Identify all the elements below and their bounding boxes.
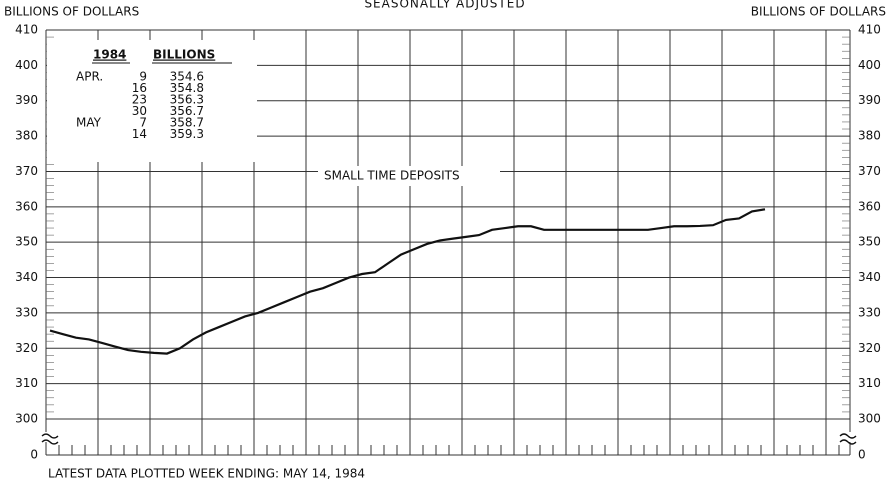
axis-break bbox=[839, 439, 857, 445]
axis-break bbox=[41, 433, 59, 439]
table-day: 7 bbox=[139, 116, 147, 130]
table-day: 16 bbox=[132, 81, 147, 95]
y2-tick-label: 400 bbox=[858, 58, 881, 72]
axis-break bbox=[41, 439, 59, 445]
y2-tick-label: 390 bbox=[858, 93, 881, 107]
y2-tick-label: 330 bbox=[858, 305, 881, 319]
y-tick-label: 300 bbox=[15, 412, 38, 426]
table-day: 23 bbox=[132, 93, 147, 107]
table-day: 14 bbox=[132, 127, 147, 141]
table-month: MAY bbox=[76, 116, 102, 130]
y-tick-label: 390 bbox=[15, 93, 38, 107]
table-day: 9 bbox=[139, 70, 147, 84]
axis-break bbox=[839, 433, 857, 439]
y-tick-label: 380 bbox=[15, 129, 38, 143]
y2-tick-label: 310 bbox=[858, 376, 881, 390]
y-tick-label: 320 bbox=[15, 341, 38, 355]
y-tick-label: 400 bbox=[15, 58, 38, 72]
table-month: APR. bbox=[76, 70, 103, 84]
table-value: 359.3 bbox=[170, 127, 204, 141]
y2-tick-label: 380 bbox=[858, 129, 881, 143]
axis-break-gap bbox=[42, 432, 58, 442]
table-header: BILLIONS bbox=[153, 48, 215, 62]
table-value: 354.8 bbox=[170, 81, 204, 95]
table-day: 30 bbox=[132, 104, 147, 118]
table-value: 356.7 bbox=[170, 104, 204, 118]
footnote: LATEST DATA PLOTTED WEEK ENDING: MAY 14,… bbox=[48, 467, 365, 481]
y-tick-label: 350 bbox=[15, 235, 38, 249]
annotation: SMALL TIME DEPOSITS bbox=[324, 169, 460, 183]
y-tick-label: 360 bbox=[15, 199, 38, 213]
table-value: 356.3 bbox=[170, 93, 204, 107]
y2-tick-label: 0 bbox=[858, 448, 866, 462]
y-tick-label: 410 bbox=[15, 23, 38, 37]
y2-tick-label: 300 bbox=[858, 412, 881, 426]
y2-tick-label: 410 bbox=[858, 23, 881, 37]
y-tick-label: 0 bbox=[30, 448, 38, 462]
data-line bbox=[49, 208, 766, 355]
table-background bbox=[47, 40, 257, 162]
y-tick-label: 370 bbox=[15, 164, 38, 178]
y2-tick-label: 370 bbox=[858, 164, 881, 178]
y2-tick-label: 320 bbox=[858, 341, 881, 355]
y-tick-label: 310 bbox=[15, 376, 38, 390]
y2-axis-label: BILLIONS OF DOLLARS bbox=[751, 5, 886, 19]
y2-tick-label: 340 bbox=[858, 270, 881, 284]
table-value: 358.7 bbox=[170, 116, 204, 130]
chart-title: SEASONALLY ADJUSTED bbox=[364, 0, 525, 11]
y2-tick-label: 360 bbox=[858, 199, 881, 213]
y-tick-label: 330 bbox=[15, 305, 38, 319]
table-header: 1984 bbox=[93, 48, 126, 62]
axis-break-gap bbox=[840, 432, 856, 442]
y2-tick-label: 350 bbox=[858, 235, 881, 249]
annotation-background bbox=[318, 166, 500, 186]
table-value: 354.6 bbox=[170, 70, 204, 84]
y-tick-label: 340 bbox=[15, 270, 38, 284]
y-axis-label: BILLIONS OF DOLLARS bbox=[4, 5, 139, 19]
